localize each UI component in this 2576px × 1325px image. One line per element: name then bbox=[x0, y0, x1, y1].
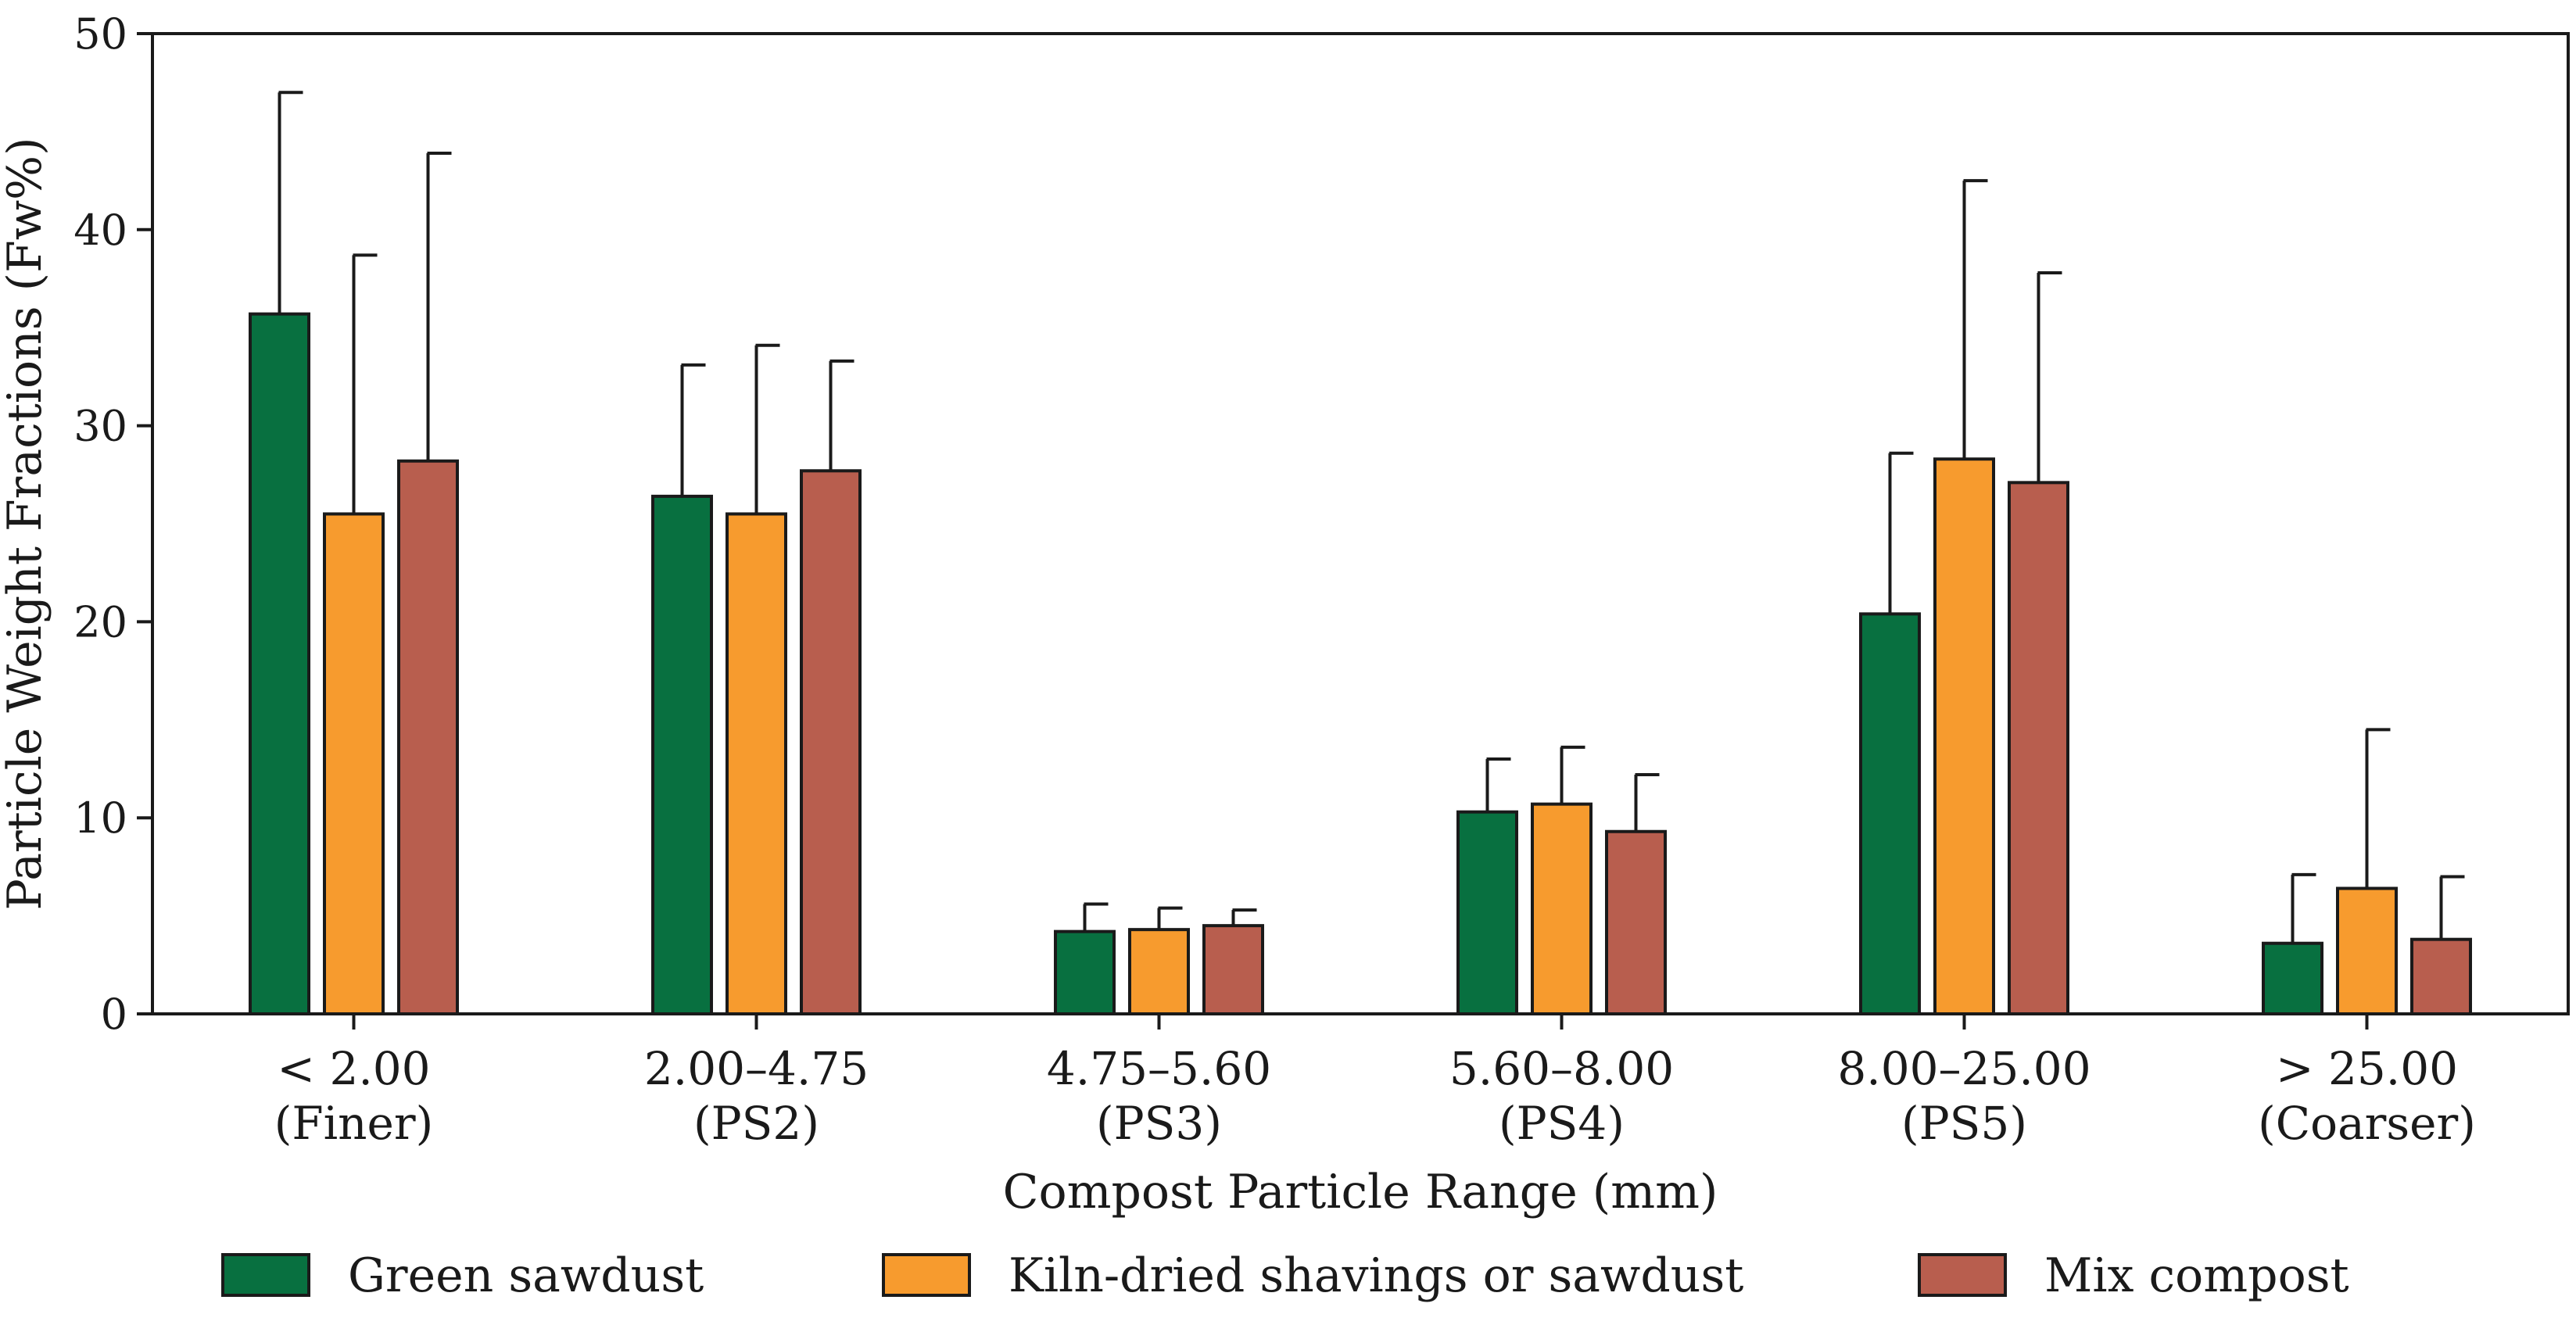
y-tick-label: 0 bbox=[101, 990, 127, 1039]
legend-swatch bbox=[221, 1253, 310, 1297]
x-tick-label: 4.75–5.60 bbox=[1047, 1042, 1271, 1095]
plot-border bbox=[151, 32, 2570, 1015]
bar bbox=[1933, 457, 1995, 1015]
bar bbox=[2410, 937, 2472, 1016]
bar bbox=[2262, 941, 2323, 1016]
bar bbox=[2008, 481, 2069, 1015]
x-tick-label: 8.00–25.00 bbox=[1837, 1042, 2091, 1095]
bars bbox=[249, 91, 2472, 1016]
x-tick-label: 5.60–8.00 bbox=[1449, 1042, 1674, 1095]
bar bbox=[1202, 924, 1264, 1016]
bar bbox=[1456, 810, 1518, 1016]
x-tick-label: (PS5) bbox=[1901, 1097, 2027, 1150]
y-tick-label: 40 bbox=[73, 206, 127, 255]
x-axis: < 2.00(Finer) 2.00–4.75(PS2) 4.75–5.60(PS3… bbox=[274, 1014, 2476, 1150]
bar bbox=[1531, 802, 1593, 1016]
legend-swatch bbox=[882, 1253, 971, 1297]
bar bbox=[651, 494, 713, 1015]
legend-label: Green sawdust bbox=[348, 1248, 704, 1303]
x-tick-label: (PS2) bbox=[693, 1097, 819, 1150]
x-tick-label: (Finer) bbox=[274, 1097, 433, 1150]
legend-swatch bbox=[1918, 1253, 2007, 1297]
plot-area bbox=[151, 32, 2570, 1015]
bar bbox=[1859, 612, 1921, 1015]
bar bbox=[800, 469, 862, 1015]
bar bbox=[397, 459, 459, 1015]
x-tick-label: > 25.00 bbox=[2276, 1042, 2458, 1095]
legend: Green sawdust Kiln-dried shavings or sawd… bbox=[221, 1248, 2349, 1303]
x-tick-label: (Coarser) bbox=[2258, 1097, 2476, 1150]
bar bbox=[323, 512, 385, 1015]
legend-label: Kiln-dried shavings or sawdust bbox=[1009, 1248, 1743, 1303]
x-tick-label: < 2.00 bbox=[277, 1042, 430, 1095]
legend-label: Mix compost bbox=[2044, 1248, 2349, 1303]
bar bbox=[2336, 886, 2398, 1016]
y-axis: 0 10 20 30 40 50 bbox=[73, 9, 152, 1039]
bar bbox=[249, 312, 310, 1016]
bar bbox=[1128, 928, 1190, 1016]
y-tick-label: 10 bbox=[73, 793, 127, 843]
y-axis-title: Particle Weight Fractions (Fw%) bbox=[0, 138, 52, 911]
x-tick-label: 2.00–4.75 bbox=[644, 1042, 869, 1095]
bar bbox=[1054, 929, 1116, 1015]
bar bbox=[726, 512, 787, 1015]
x-tick-label: (PS4) bbox=[1499, 1097, 1625, 1150]
y-tick-label: 50 bbox=[73, 9, 127, 59]
y-tick-label: 30 bbox=[73, 402, 127, 451]
x-tick-label: (PS3) bbox=[1096, 1097, 1222, 1150]
bar bbox=[1605, 829, 1667, 1015]
x-axis-title: Compost Particle Range (mm) bbox=[1003, 1165, 1718, 1219]
y-tick-label: 20 bbox=[73, 597, 127, 646]
